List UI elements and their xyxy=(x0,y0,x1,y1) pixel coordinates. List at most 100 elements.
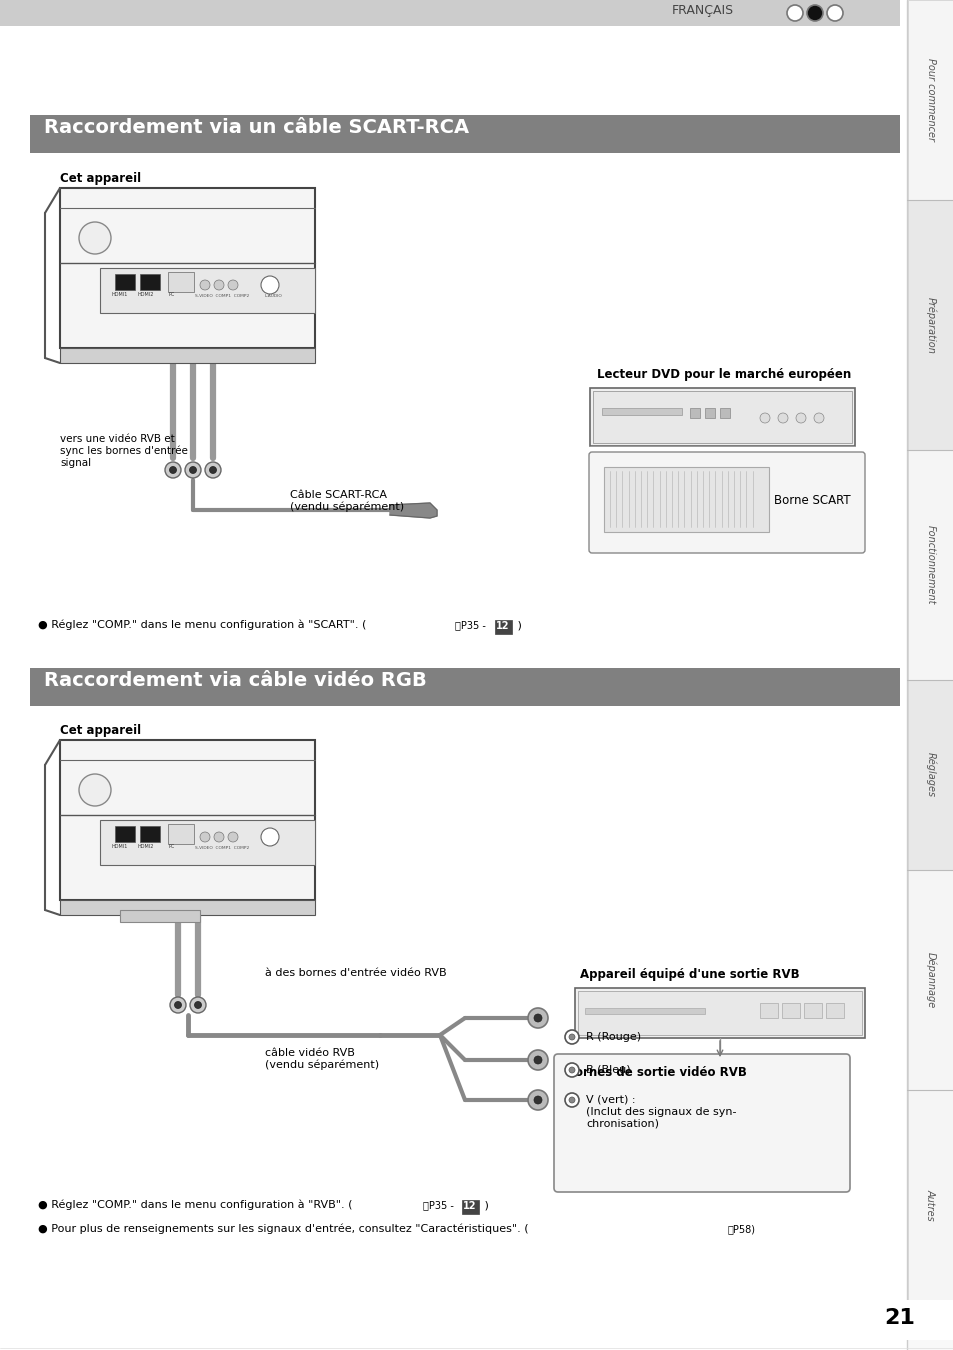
Text: ⎙P58): ⎙P58) xyxy=(727,1224,755,1234)
Bar xyxy=(60,348,314,363)
Text: ● Pour plus de renseignements sur les signaux d'entrée, consultez "Caractéristiq: ● Pour plus de renseignements sur les si… xyxy=(38,1224,528,1234)
Bar xyxy=(907,200,953,450)
Circle shape xyxy=(527,1089,547,1110)
Circle shape xyxy=(185,462,201,478)
Bar xyxy=(704,408,714,418)
Text: FRANÇAIS: FRANÇAIS xyxy=(671,4,734,18)
Text: Réglages: Réglages xyxy=(924,752,935,798)
Text: Autres: Autres xyxy=(925,1189,935,1220)
Circle shape xyxy=(568,1034,575,1040)
Circle shape xyxy=(795,413,805,423)
Circle shape xyxy=(534,1056,541,1064)
Bar xyxy=(803,1003,821,1018)
Circle shape xyxy=(806,5,822,22)
Circle shape xyxy=(261,275,278,294)
Circle shape xyxy=(190,467,196,474)
Text: HDMI2: HDMI2 xyxy=(138,292,154,297)
Text: Lecteur DVD pour le marché européen: Lecteur DVD pour le marché européen xyxy=(597,369,850,381)
Bar xyxy=(461,1200,478,1214)
Text: câble vidéo RVB
(vendu séparément): câble vidéo RVB (vendu séparément) xyxy=(265,1048,378,1071)
Bar xyxy=(140,826,160,842)
Bar xyxy=(907,450,953,680)
Circle shape xyxy=(79,774,111,806)
Text: ● Réglez "COMP." dans le menu configuration à "SCART". (: ● Réglez "COMP." dans le menu configurat… xyxy=(38,620,366,630)
Text: PC: PC xyxy=(169,292,175,297)
Text: HDMI1: HDMI1 xyxy=(112,844,129,849)
Bar xyxy=(30,668,899,706)
Circle shape xyxy=(564,1062,578,1077)
Text: ⎙P35 -: ⎙P35 - xyxy=(455,620,489,630)
Text: Fonctionnement: Fonctionnement xyxy=(925,525,935,605)
Bar xyxy=(115,274,135,290)
Bar xyxy=(689,408,700,418)
Bar xyxy=(907,0,953,200)
Text: 12: 12 xyxy=(462,1202,476,1211)
Circle shape xyxy=(568,1066,575,1073)
Circle shape xyxy=(213,832,224,842)
Circle shape xyxy=(190,998,206,1012)
Circle shape xyxy=(564,1094,578,1107)
Bar xyxy=(0,0,899,26)
Text: V (vert) :
(Inclut des signaux de syn-
chronisation): V (vert) : (Inclut des signaux de syn- c… xyxy=(585,1095,736,1129)
Bar xyxy=(60,188,314,348)
Text: PC: PC xyxy=(169,844,175,849)
Circle shape xyxy=(79,221,111,254)
Circle shape xyxy=(210,467,216,474)
Bar xyxy=(168,824,193,844)
Bar xyxy=(168,271,193,292)
Bar xyxy=(60,900,314,915)
Text: 21: 21 xyxy=(883,1308,915,1328)
Circle shape xyxy=(534,1014,541,1022)
Bar xyxy=(100,819,314,865)
Text: à des bornes d'entrée vidéo RVB: à des bornes d'entrée vidéo RVB xyxy=(265,968,446,977)
Bar xyxy=(495,620,512,634)
Text: B (Bleu): B (Bleu) xyxy=(585,1065,630,1075)
Circle shape xyxy=(205,462,221,478)
Text: HDMI2: HDMI2 xyxy=(138,844,154,849)
Bar xyxy=(578,991,862,1035)
Circle shape xyxy=(165,462,181,478)
Text: ⎙P35 -: ⎙P35 - xyxy=(422,1200,456,1210)
Text: Pour commencer: Pour commencer xyxy=(925,58,935,142)
Bar xyxy=(60,740,314,900)
Bar xyxy=(907,680,953,869)
Text: HDMI1: HDMI1 xyxy=(112,292,129,297)
Text: ): ) xyxy=(514,620,521,630)
Circle shape xyxy=(170,467,176,474)
Circle shape xyxy=(527,1050,547,1071)
Bar xyxy=(584,1008,704,1014)
Bar xyxy=(603,467,768,532)
Bar xyxy=(589,387,854,446)
Text: Câble SCART-RCA
(vendu séparément): Câble SCART-RCA (vendu séparément) xyxy=(290,490,404,512)
Bar xyxy=(30,115,899,153)
Text: Dépannage: Dépannage xyxy=(924,952,935,1008)
FancyBboxPatch shape xyxy=(554,1054,849,1192)
Circle shape xyxy=(194,1002,201,1008)
Text: Cet appareil: Cet appareil xyxy=(60,171,141,185)
Circle shape xyxy=(564,1030,578,1044)
Text: S-VIDEO  COMP1  COMP2: S-VIDEO COMP1 COMP2 xyxy=(194,846,249,850)
Bar xyxy=(575,988,864,1038)
Text: Cet appareil: Cet appareil xyxy=(60,724,141,737)
Circle shape xyxy=(228,279,237,290)
Polygon shape xyxy=(390,504,436,518)
Bar xyxy=(781,1003,800,1018)
Circle shape xyxy=(228,832,237,842)
Circle shape xyxy=(200,279,210,290)
Text: 12: 12 xyxy=(496,621,509,630)
Circle shape xyxy=(213,279,224,290)
Bar xyxy=(760,1003,778,1018)
FancyBboxPatch shape xyxy=(588,452,864,554)
Bar xyxy=(601,408,681,414)
Text: Bornes de sortie vidéo RVB: Bornes de sortie vidéo RVB xyxy=(565,1066,746,1079)
Bar xyxy=(720,408,729,418)
Circle shape xyxy=(813,413,823,423)
Text: ): ) xyxy=(480,1200,488,1210)
Text: S-VIDEO  COMP1  COMP2: S-VIDEO COMP1 COMP2 xyxy=(194,294,249,298)
Text: R (Rouge): R (Rouge) xyxy=(585,1031,640,1042)
Circle shape xyxy=(826,5,842,22)
Circle shape xyxy=(568,1098,575,1103)
Bar xyxy=(907,0,953,1350)
Circle shape xyxy=(200,832,210,842)
Text: vers une vidéo RVB et
sync les bornes d'entrée
signal: vers une vidéo RVB et sync les bornes d'… xyxy=(60,433,188,468)
